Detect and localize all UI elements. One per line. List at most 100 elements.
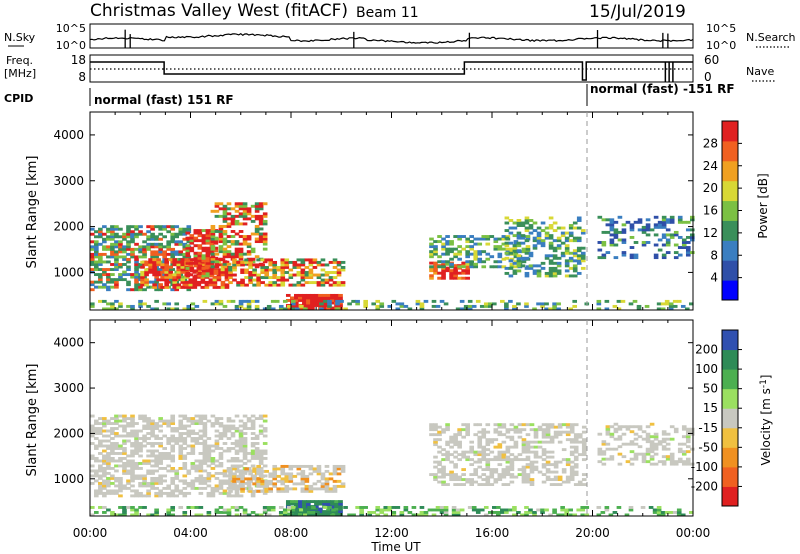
range-gate-cell (449, 438, 454, 442)
range-gate-cell (194, 486, 200, 490)
range-gate-cell (170, 454, 176, 458)
range-gate-cell (118, 513, 123, 517)
range-gate-cell (314, 296, 319, 300)
range-gate-cell (296, 266, 302, 269)
range-gate-cell (130, 422, 135, 425)
range-gate-cell (541, 480, 547, 484)
range-gate-cell (130, 467, 135, 470)
range-gate-cell (226, 419, 232, 423)
range-gate-cell (532, 236, 538, 240)
range-gate-cell (192, 285, 198, 289)
range-gate-cell (102, 434, 107, 438)
range-gate-cell (665, 442, 671, 446)
range-gate-cell (477, 475, 483, 479)
range-gate-cell (146, 235, 151, 239)
range-gate-cell (548, 274, 554, 278)
range-gate-cell (433, 440, 438, 444)
range-gate-cell (483, 302, 489, 306)
range-gate-cell (126, 459, 131, 463)
range-gate-cell (334, 505, 339, 509)
range-gate-cell (218, 202, 224, 206)
range-gate-cell (130, 449, 135, 453)
range-gate-cell (166, 307, 171, 311)
range-gate-cell (222, 212, 228, 216)
range-gate-cell (320, 263, 326, 267)
range-gate-cell (272, 484, 278, 488)
range-gate-cell (208, 283, 214, 287)
range-gate-cell (146, 469, 151, 473)
range-gate-cell (540, 239, 546, 243)
range-gate-cell (218, 299, 224, 303)
range-gate-cell (336, 263, 342, 267)
range-gate-cell (637, 427, 643, 431)
range-gate-cell (254, 447, 260, 450)
range-gate-cell (529, 465, 535, 469)
range-gate-cell (222, 434, 228, 438)
range-gate-cell (126, 506, 131, 509)
range-gate-cell (500, 299, 505, 303)
range-gate-cell (166, 494, 171, 498)
range-gate-cell (556, 236, 562, 240)
range-gate-cell (285, 299, 291, 302)
range-gate-cell (222, 250, 228, 254)
range-gate-cell (202, 447, 208, 450)
range-gate-cell (645, 437, 651, 441)
range-gate-cell (102, 270, 107, 274)
range-gate-cell (596, 513, 602, 517)
range-gate-cell (513, 443, 519, 447)
range-gate-cell (481, 450, 487, 454)
range-gate-cell (242, 439, 248, 443)
range-gate-cell (419, 302, 425, 306)
range-gate-cell (218, 230, 224, 233)
range-gate-cell (148, 263, 153, 267)
range-gate-cell (134, 278, 139, 282)
range-gate-cell (162, 479, 167, 483)
range-gate-cell (316, 467, 322, 471)
range-gate-cell (501, 470, 507, 474)
range-gate-cell (150, 481, 155, 485)
range-gate-cell (304, 477, 310, 481)
range-gate-cell (150, 255, 155, 259)
range-gate-cell (205, 231, 211, 235)
range-gate-cell (218, 422, 224, 425)
range-gate-cell (188, 278, 194, 282)
range-gate-cell (604, 299, 610, 303)
range-gate-cell (274, 299, 280, 303)
range-gate-cell (314, 299, 319, 302)
range-gate-cell (324, 271, 330, 274)
range-gate-cell (572, 513, 578, 517)
range-gate-cell (288, 472, 294, 476)
range-gate-cell (557, 475, 563, 479)
range-gate-cell (461, 261, 466, 265)
range-gate-cell (240, 477, 245, 481)
colorbar-swatch (722, 388, 738, 409)
range-gate-cell (565, 478, 571, 482)
range-gate-cell (256, 263, 261, 267)
range-gate-cell (146, 484, 151, 488)
colorbar-swatch (722, 427, 738, 448)
range-gate-cell (437, 271, 442, 275)
range-gate-cell (568, 239, 574, 243)
range-gate-cell (210, 489, 216, 493)
range-gate-cell (505, 450, 511, 454)
range-gate-cell (178, 250, 184, 254)
range-gate-cell (122, 471, 127, 475)
range-gate-cell (106, 288, 111, 292)
range-gate-cell (180, 263, 186, 267)
range-gate-cell (258, 457, 264, 460)
range-gate-cell (481, 478, 487, 482)
range-gate-cell (190, 462, 196, 465)
range-gate-cell (541, 453, 547, 457)
range-gate-cell (661, 440, 667, 444)
range-gate-cell (584, 513, 590, 517)
range-gate-cell (148, 260, 153, 264)
range-gate-cell (262, 247, 268, 251)
range-gate-cell (234, 209, 240, 213)
range-gate-cell (202, 439, 208, 443)
range-gate-cell (102, 469, 107, 473)
range-gate-cell (653, 442, 659, 446)
range-gate-cell (242, 462, 248, 465)
range-gate-cell (134, 263, 139, 266)
range-gate-cell (224, 268, 230, 272)
range-gate-cell (379, 511, 385, 514)
